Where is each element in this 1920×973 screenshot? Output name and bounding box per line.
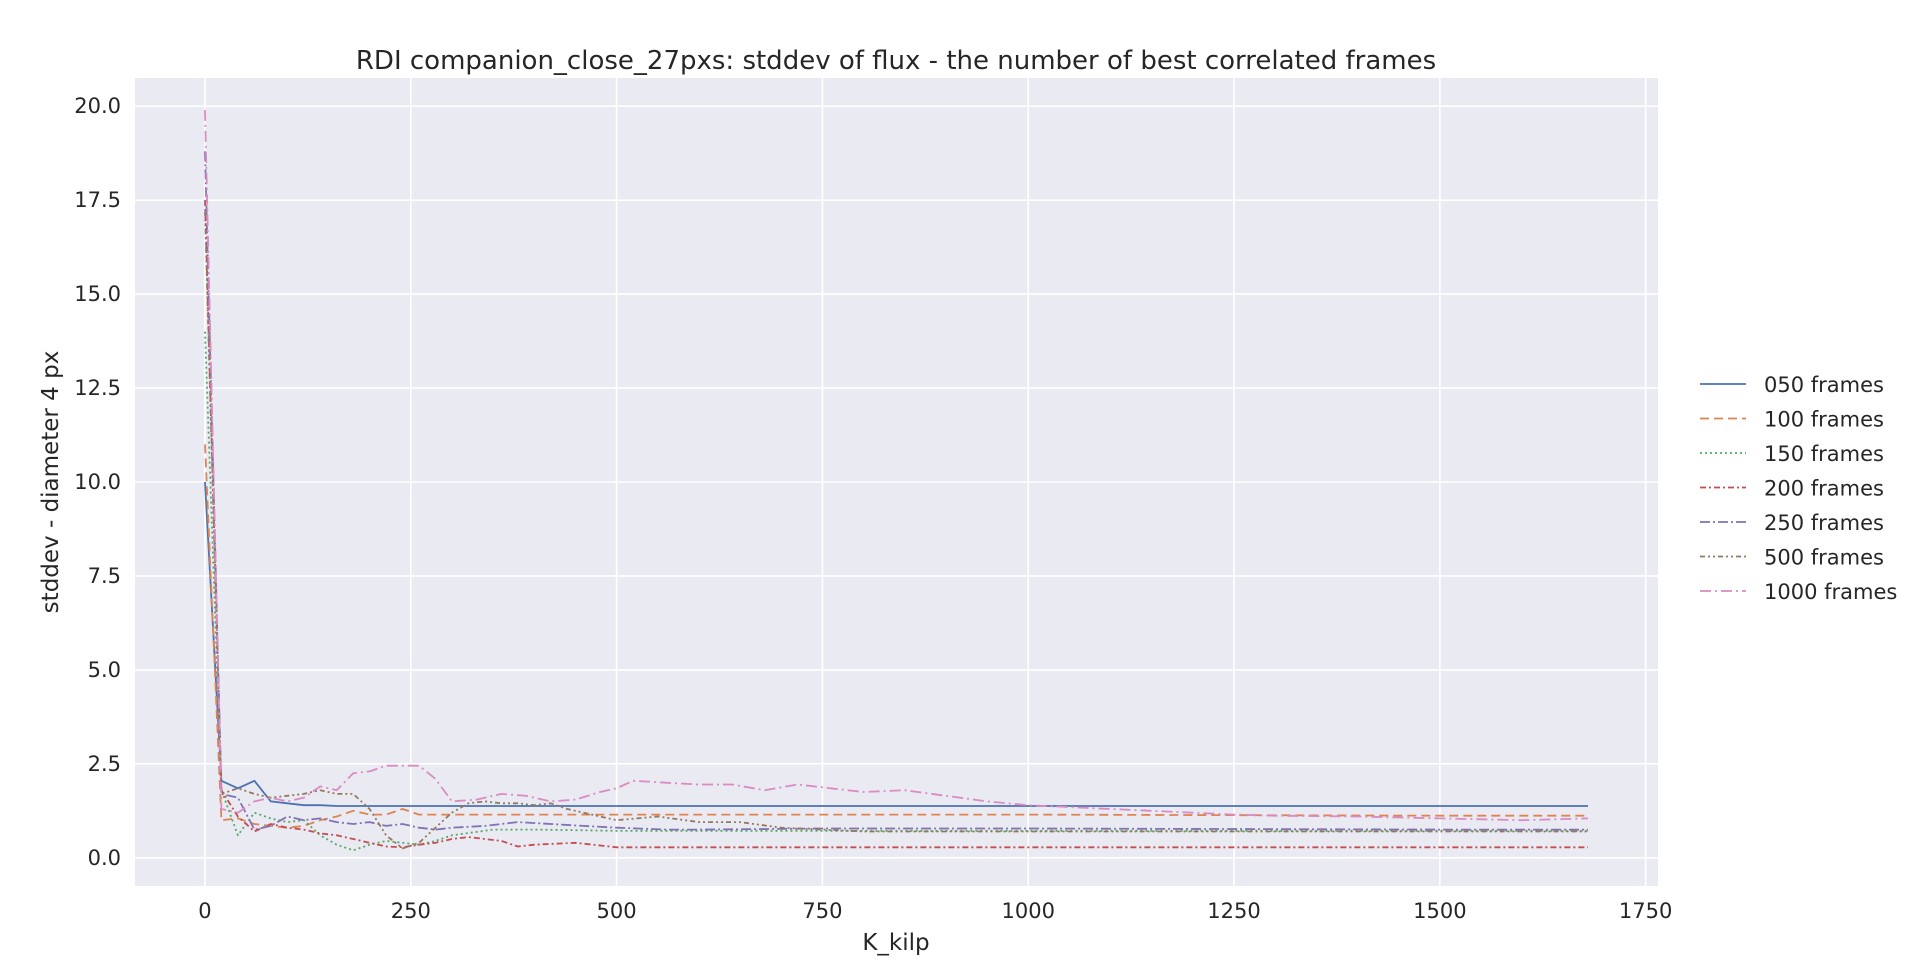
legend-label: 100 frames [1764,408,1884,432]
y-tick-label: 2.5 [88,752,121,776]
y-tick-label: 20.0 [74,94,121,118]
legend-label: 500 frames [1764,546,1884,570]
legend-label: 050 frames [1764,373,1884,397]
y-tick-label: 7.5 [88,564,121,588]
series-line-3 [204,331,1588,852]
y-tick-label: 12.5 [74,376,121,400]
x-tick-label: 1750 [1619,899,1672,923]
series-lines [204,109,1589,852]
y-tick-label: 0.0 [88,846,121,870]
series-line-1 [204,481,1588,807]
legend-label: 1000 frames [1764,580,1897,604]
x-tick-label: 500 [597,899,637,923]
legend-label: 250 frames [1764,511,1884,535]
legend: 050 frames 100 frames 150 frames 200 frames… [1700,373,1897,604]
y-tick-labels: 0.0 2.5 5.0 7.5 10.0 12.5 15.0 17.5 20.0 [74,94,121,870]
legend-label: 150 frames [1764,442,1884,466]
y-tick-label: 15.0 [74,282,121,306]
x-tick-label: 1250 [1207,899,1260,923]
x-tick-label: 250 [391,899,431,923]
series-line-2 [204,444,1588,829]
x-tick-label: 1000 [1001,899,1054,923]
y-tick-label: 5.0 [88,658,121,682]
x-tick-label: 750 [802,899,842,923]
grid-lines [135,78,1658,886]
series-line-5 [204,151,1588,831]
series-line-6 [204,211,1588,850]
x-tick-labels: 0 250 500 750 1000 1250 1500 1750 [198,899,1672,923]
series-line-4 [204,200,1588,849]
x-axis-label: K_kilp [862,930,929,956]
x-tick-label: 1500 [1413,899,1466,923]
x-tick-label: 0 [198,899,211,923]
legend-label: 200 frames [1764,477,1884,501]
y-tick-label: 10.0 [74,470,121,494]
y-axis-label: stddev - diameter 4 px [38,351,64,614]
y-tick-label: 17.5 [74,188,121,212]
chart-title: RDI companion_close_27pxs: stddev of flu… [356,46,1436,76]
